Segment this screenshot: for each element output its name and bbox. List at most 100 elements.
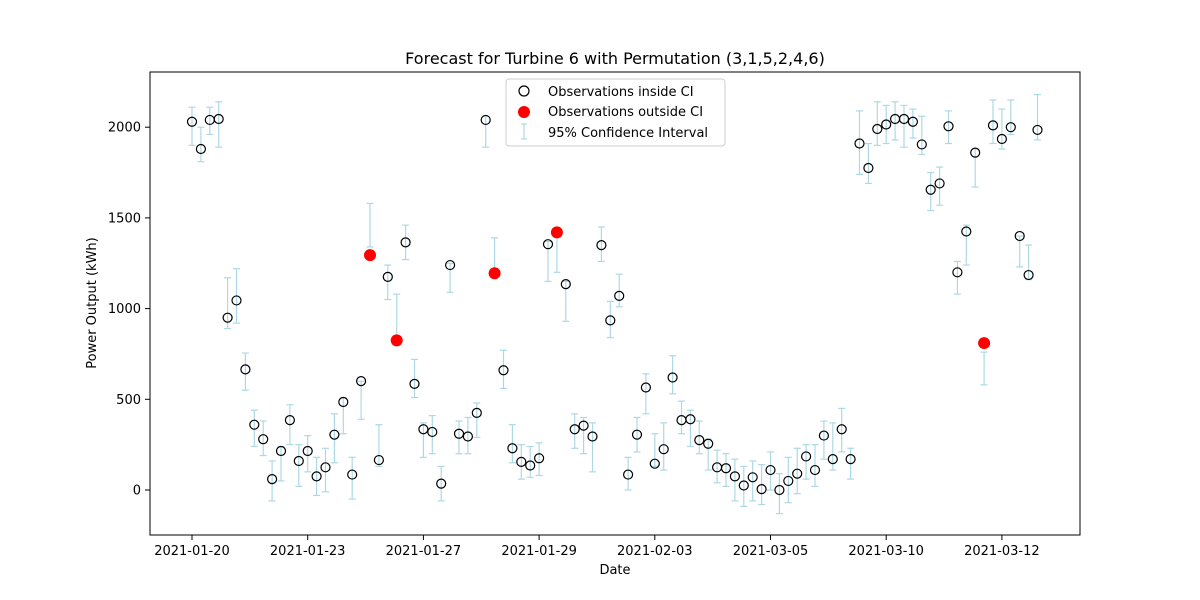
ci-errorbar: [250, 409, 258, 448]
ci-errorbar: [535, 442, 543, 477]
observation-inside-point: [694, 435, 705, 446]
ci-errorbar: [891, 101, 899, 141]
observation-inside-point: [961, 226, 972, 237]
x-tick-label: 2021-03-12: [964, 544, 1040, 559]
observation-inside-point: [542, 239, 554, 250]
ci-errorbar: [304, 434, 312, 473]
ci-errorbar: [900, 104, 908, 148]
observation-inside-point: [587, 431, 598, 442]
ci-errorbar: [597, 226, 605, 263]
ci-errorbar: [464, 416, 472, 455]
ci-errorbar: [749, 460, 757, 502]
ci-errorbar: [500, 349, 507, 390]
legend-ci-marker: [521, 123, 527, 140]
observation-inside-point: [836, 424, 847, 435]
observation-inside-point: [400, 237, 411, 248]
ci-errorbar: [259, 420, 267, 457]
observation-inside-point: [987, 120, 999, 131]
observation-inside-point: [720, 463, 732, 474]
ci-errorbar: [589, 422, 596, 473]
ci-errorbar: [980, 351, 988, 386]
y-axis: 0 500 1000 1500 2000: [108, 121, 150, 499]
observation-inside-point: [436, 478, 447, 489]
observation-inside-point: [258, 434, 269, 445]
observation-inside-point: [774, 484, 785, 496]
ci-errorbar: [695, 420, 703, 455]
x-tick-label: 2021-01-20: [154, 544, 230, 559]
x-tick-label: 2021-01-29: [501, 544, 577, 559]
confidence-interval-layer: [188, 93, 1041, 515]
observation-inside-point: [827, 454, 838, 465]
observation-inside-point: [338, 396, 349, 408]
ci-errorbar: [330, 413, 338, 464]
ci-errorbar: [873, 101, 881, 146]
observation-inside-point: [792, 468, 803, 479]
observation-outside-point: [488, 267, 501, 280]
legend: Observations inside CI Observations outs…: [505, 78, 726, 147]
observation-inside-point: [1014, 230, 1025, 242]
ci-errorbar: [1007, 99, 1015, 136]
observation-inside-point: [756, 483, 767, 495]
x-axis: 2021-01-20 2021-01-23 2021-01-27 2021-01-29…: [154, 535, 1040, 559]
ci-errorbar: [953, 260, 961, 295]
observation-inside-point: [507, 443, 518, 454]
observation-inside-point: [267, 474, 278, 485]
ci-errorbar: [402, 224, 410, 261]
ci-errorbar: [1034, 93, 1041, 141]
observation-inside-point: [703, 438, 714, 449]
observation-inside-point: [1023, 269, 1034, 281]
ci-errorbar: [206, 106, 214, 136]
observation-outside-point: [978, 337, 991, 350]
ci-errorbar: [241, 352, 249, 391]
observation-outside-point: [390, 334, 403, 347]
observation-inside-point: [498, 365, 509, 376]
ci-errorbar: [775, 473, 783, 515]
legend-inside-marker: [518, 85, 530, 97]
ci-errorbar: [989, 99, 997, 145]
observation-inside-point: [605, 315, 616, 326]
observation-inside-point: [783, 475, 794, 487]
ci-errorbar: [793, 447, 801, 495]
ci-errorbar: [856, 110, 863, 175]
ci-errorbar: [945, 110, 952, 145]
observation-inside-point: [845, 454, 856, 465]
observation-outside-point: [364, 249, 376, 262]
ci-errorbar: [580, 416, 588, 455]
ci-errorbar: [517, 444, 525, 480]
ci-errorbar: [1016, 235, 1024, 268]
observation-inside-point: [952, 267, 963, 278]
y-axis-label: Power Output (kWh): [85, 237, 100, 369]
observation-inside-point: [685, 414, 696, 425]
ci-errorbar: [624, 456, 632, 491]
observation-outside-point: [550, 226, 563, 239]
ci-errorbar: [526, 445, 534, 478]
ci-errorbar: [651, 433, 659, 468]
observation-inside-point: [916, 139, 927, 150]
ci-errorbar: [375, 424, 383, 468]
y-tick-label: 0: [133, 484, 141, 499]
observation-inside-point: [943, 121, 954, 132]
observation-inside-point: [1032, 124, 1043, 136]
ci-errorbar: [322, 447, 329, 493]
ci-errorbar: [713, 449, 721, 484]
ci-errorbar: [419, 422, 427, 458]
ci-errorbar: [606, 300, 614, 339]
observation-inside-point: [222, 312, 233, 323]
observation-inside-point: [373, 454, 384, 466]
x-tick-label: 2021-03-10: [848, 544, 924, 559]
ci-errorbar: [936, 166, 944, 206]
observation-inside-point: [765, 464, 776, 476]
observation-inside-point: [284, 415, 295, 426]
observation-inside-point: [382, 271, 393, 282]
ci-errorbar: [268, 460, 276, 502]
x-tick-label: 2021-01-27: [386, 544, 462, 559]
observation-inside-point: [925, 184, 936, 195]
observation-inside-point: [800, 451, 812, 462]
legend-inside-label: Observations inside CI: [548, 85, 694, 100]
legend-box: [505, 78, 726, 147]
observation-inside-point: [213, 113, 224, 125]
ci-errorbar: [686, 409, 694, 448]
observation-inside-point: [533, 453, 545, 464]
ci-errorbar: [767, 451, 774, 491]
